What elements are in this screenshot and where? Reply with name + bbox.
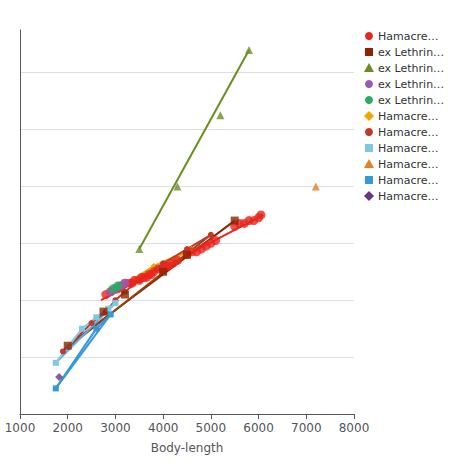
svg-text:5000: 5000 <box>196 421 227 435</box>
svg-text:2000: 2000 <box>52 421 83 435</box>
svg-text:ex Lethrin…: ex Lethrin… <box>378 46 444 59</box>
svg-text:Hamacre…: Hamacre… <box>378 174 439 187</box>
svg-text:8000: 8000 <box>339 421 370 435</box>
svg-text:Hamacre…: Hamacre… <box>378 190 439 203</box>
svg-text:ex Lethrin…: ex Lethrin… <box>378 78 444 91</box>
svg-text:ex Lethrin…: ex Lethrin… <box>378 62 444 75</box>
svg-text:ex Lethrin…: ex Lethrin… <box>378 94 444 107</box>
svg-text:Hamacre…: Hamacre… <box>378 142 439 155</box>
svg-text:6000: 6000 <box>243 421 274 435</box>
svg-text:7000: 7000 <box>291 421 322 435</box>
svg-text:Hamacre…: Hamacre… <box>378 158 439 171</box>
svg-text:Hamacre…: Hamacre… <box>378 110 439 123</box>
svg-text:Body-length: Body-length <box>151 441 224 455</box>
svg-text:Hamacre…: Hamacre… <box>378 126 439 139</box>
svg-text:3000: 3000 <box>100 421 131 435</box>
svg-text:Hamacre…: Hamacre… <box>378 30 439 43</box>
svg-text:1000: 1000 <box>5 421 36 435</box>
svg-text:4000: 4000 <box>148 421 179 435</box>
